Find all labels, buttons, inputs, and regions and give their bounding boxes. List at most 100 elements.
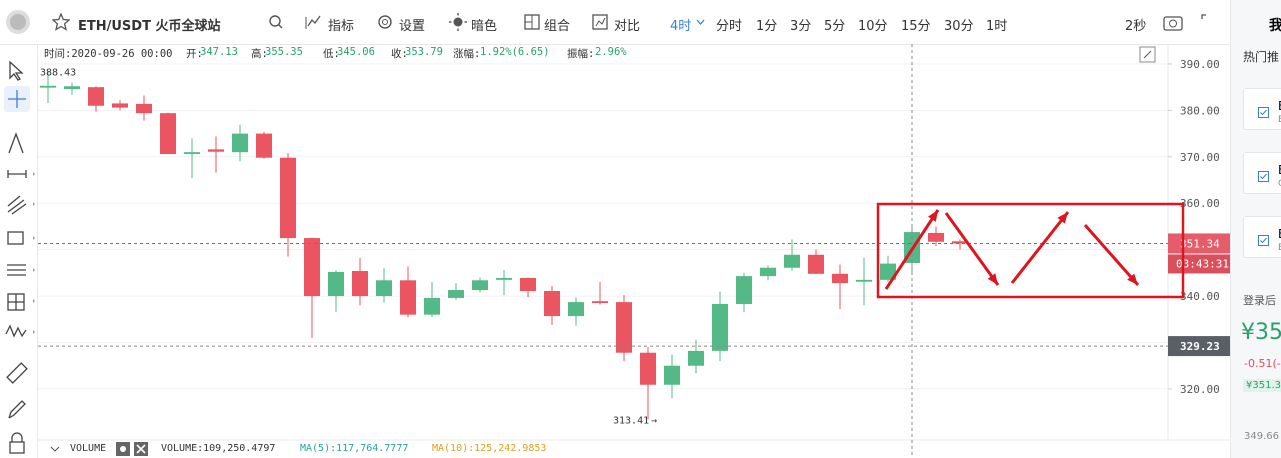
info-label: 开: [186, 48, 203, 60]
camera-fullscreen-icons[interactable] [1162, 12, 1222, 34]
period-active[interactable]: 4时 [670, 19, 692, 34]
period[interactable]: 1分 [756, 19, 778, 34]
card[interactable]: B C [1243, 152, 1281, 194]
candle-body [112, 103, 128, 108]
menu-item[interactable]: 对比 [614, 19, 641, 34]
annotation-box [876, 202, 1185, 299]
candle-body [352, 271, 368, 297]
volume-value: VOLUME:109,250.4797 [161, 443, 276, 454]
dropdown-icon [696, 19, 705, 25]
countdown-label: 03:43:31 [1176, 257, 1229, 270]
crosshair-price-tag [1168, 336, 1230, 357]
side-badge: ¥351.3 [1243, 379, 1281, 392]
period[interactable]: 15分 [901, 19, 931, 34]
candle-body [832, 273, 848, 284]
period[interactable]: 10分 [858, 19, 888, 34]
info-time: 时间:2020-09-26 00:00 [44, 48, 173, 60]
refresh-rate[interactable]: 2秒 [1125, 19, 1147, 34]
candle-body [376, 280, 392, 297]
candle-body [400, 280, 416, 315]
left-toolbar [0, 44, 38, 458]
candle-body [520, 277, 536, 291]
crosshair-price-label: 329.23 [1180, 340, 1220, 353]
y-tick-label: 340.00 [1180, 290, 1220, 303]
volume-bar: VOLUME VOLUME:109,250.4797 MA(5):117,764… [38, 441, 1168, 458]
candle-body [616, 302, 632, 353]
candle-body [928, 232, 944, 242]
tool-icons[interactable] [0, 44, 37, 458]
candle-body [856, 279, 872, 282]
candle-body [136, 103, 152, 114]
annotation-arrowhead [1057, 212, 1068, 224]
annotation-arrowhead [928, 210, 938, 222]
side-header: 我 [1269, 18, 1281, 34]
side-price: ¥35 [1241, 320, 1281, 345]
candle-body [592, 301, 608, 304]
menu-item[interactable]: 暗色 [471, 19, 498, 34]
login-hint[interactable]: 登录后 [1243, 294, 1276, 307]
annotation-arrow [884, 209, 940, 290]
star-icon[interactable] [52, 13, 70, 31]
candle-body [64, 86, 80, 90]
info-label: 涨幅: [453, 48, 481, 60]
annotation-arrow [1083, 224, 1140, 286]
candle-body [496, 277, 512, 280]
menu-item[interactable]: 组合 [544, 19, 571, 34]
card[interactable]: B E [1243, 88, 1281, 130]
card-sub: C [1278, 179, 1281, 189]
annotation-arrow [1010, 211, 1070, 284]
info-label: 振幅: [567, 48, 595, 60]
hot-label: 热门推 [1243, 50, 1280, 64]
candle-body [736, 276, 752, 304]
candle-body [256, 133, 272, 158]
collapse-icon [1143, 50, 1152, 59]
info-label: 低: [323, 48, 340, 60]
volume-label: VOLUME [70, 443, 107, 454]
checkbox[interactable] [1258, 171, 1269, 182]
info-value: 2.96% [595, 46, 627, 58]
candle-body [760, 267, 776, 277]
high-marker: 388.43 [40, 67, 76, 78]
card-sub: E [1278, 243, 1281, 253]
info-value: 353.79 [405, 46, 443, 58]
candle-body [784, 254, 800, 268]
annotation-arrowhead [987, 273, 998, 285]
card[interactable]: B E [1243, 216, 1281, 258]
period[interactable]: 1时 [986, 19, 1008, 34]
candle-body [208, 149, 224, 152]
period[interactable]: 分时 [716, 19, 743, 34]
candle-body [712, 303, 728, 351]
menu-item[interactable]: 设置 [399, 19, 426, 34]
y-tick-label: 370.00 [1180, 151, 1220, 164]
period[interactable]: 3分 [790, 19, 812, 34]
card-sub: E [1278, 115, 1281, 125]
symbol[interactable]: ETH/USDT 火币全球站 [78, 19, 221, 34]
candle-body [88, 87, 104, 106]
candle-body [664, 365, 680, 385]
annotation [876, 202, 1185, 299]
period[interactable]: 5分 [824, 19, 846, 34]
search-icon[interactable] [268, 14, 284, 30]
side-panel: 我 热门推 B E B C B E 登录后 ¥35 -0.51(- ¥351.3… [1230, 0, 1281, 458]
info-label: 收: [391, 48, 408, 60]
side-bottom: 349.66 [1244, 431, 1279, 442]
volume-controls[interactable] [116, 442, 150, 457]
candle-body [640, 352, 656, 385]
checkbox[interactable] [1258, 107, 1269, 118]
chart: 320.00330.00340.00350.00360.00370.00380.… [38, 44, 1230, 458]
chevron[interactable] [50, 445, 60, 453]
checkbox[interactable] [1258, 235, 1269, 246]
info-value: 347.13 [200, 46, 238, 58]
candle-body [688, 350, 704, 366]
annotation-arrowhead [1127, 273, 1138, 285]
menu-icons [305, 13, 608, 31]
candle-body [952, 241, 968, 244]
candle-body [424, 297, 440, 315]
candle-body [184, 152, 200, 155]
card-title: B [1278, 163, 1281, 177]
info-value: 1.92%(6.65) [480, 46, 550, 58]
menu-item[interactable]: 指标 [328, 19, 355, 34]
annotation-arrow [944, 212, 1000, 286]
period[interactable]: 30分 [944, 19, 974, 34]
candle-body [40, 85, 56, 88]
